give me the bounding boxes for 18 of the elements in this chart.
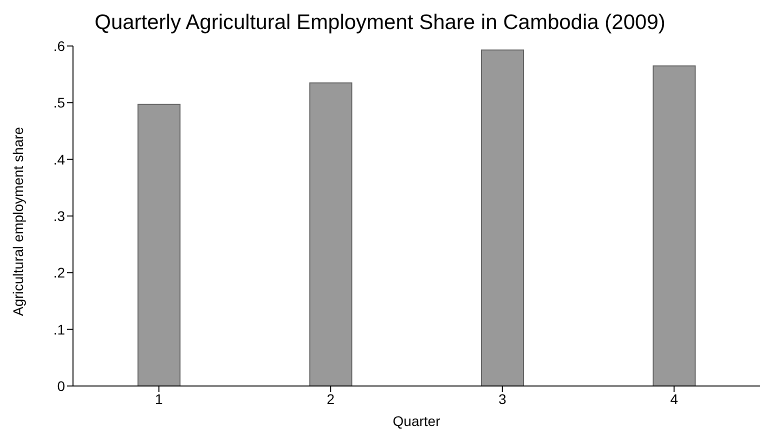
x-tick-label: 3 — [498, 390, 506, 407]
y-tick-label: .1 — [53, 321, 66, 338]
chart-title: Quarterly Agricultural Employment Share in Cambodia (2009) — [94, 10, 666, 36]
x-axis-title: Quarter — [392, 413, 441, 429]
bar — [309, 82, 352, 386]
bar — [481, 49, 524, 386]
x-tick-label: 4 — [670, 390, 678, 407]
y-axis-title: Agricultural employment share — [10, 126, 26, 316]
y-tick-label: .3 — [53, 208, 66, 224]
x-tick-label: 1 — [154, 390, 163, 407]
y-tick-label: .5 — [53, 94, 66, 111]
y-tick-label: .2 — [53, 264, 66, 281]
y-tick-label: .6 — [53, 38, 66, 54]
y-tick-label: 0 — [57, 378, 66, 394]
bar — [138, 104, 180, 386]
x-tick-label: 2 — [326, 390, 335, 407]
y-tick-label: .4 — [53, 151, 66, 168]
bar — [652, 65, 696, 386]
